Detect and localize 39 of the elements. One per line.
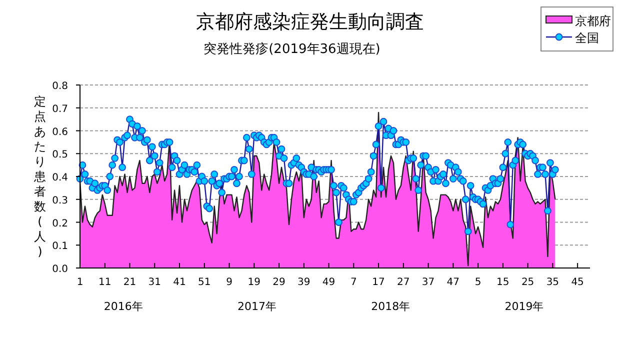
- chart-subtitle: 突発性発疹(2019年36週現在): [204, 42, 380, 57]
- x-tick-label: 37: [422, 277, 435, 288]
- x-tick-label: 49: [322, 277, 336, 288]
- x-tick-label: 51: [198, 277, 211, 288]
- x-tick-label: 21: [123, 277, 136, 288]
- x-tick-label: 35: [546, 277, 560, 288]
- y-tick-label: 0.5: [52, 150, 68, 161]
- x-tick-label: 47: [446, 277, 460, 288]
- text: 2016年: [104, 300, 143, 313]
- x-tick-label: 29: [272, 277, 286, 288]
- text: 2018年: [371, 300, 410, 313]
- y-tick-label: 0.3: [52, 195, 68, 206]
- y-tick-label: 0.2: [52, 218, 68, 230]
- x-tick-label: 19: [248, 277, 261, 288]
- y-tick-label: 0.7: [52, 104, 68, 115]
- y-tick-label: 0.0: [52, 264, 68, 275]
- y-tick-label: 0.6: [52, 126, 68, 138]
- x-tick-label: 7: [350, 277, 357, 288]
- x-tick-label: 9: [226, 277, 232, 288]
- y-tick-label: 0.8: [52, 81, 68, 92]
- legend-label: 全国: [575, 31, 599, 45]
- text: 2019年: [504, 300, 544, 313]
- x-tick-label: 15: [496, 277, 510, 288]
- y-tick-label: 0.1: [52, 241, 68, 252]
- text: 2017年: [237, 300, 276, 313]
- x-tick-label: 39: [298, 277, 310, 288]
- x-tick-label: 41: [173, 277, 186, 288]
- x-tick-label: 45: [571, 277, 584, 288]
- x-tick-label: 27: [397, 277, 410, 288]
- x-tick-label: 1: [76, 277, 84, 288]
- x-tick-label: 17: [372, 277, 385, 288]
- chart-title: 京都府感染症発生動向調査: [196, 11, 424, 33]
- legend-label: 京都府: [575, 14, 611, 28]
- text: 定点あたり患者数(人): [34, 94, 46, 258]
- x-tick-label: 31: [148, 277, 161, 288]
- x-tick-label: 5: [474, 277, 482, 288]
- x-tick-label: 11: [98, 277, 112, 288]
- y-tick-label: 0.4: [52, 172, 68, 184]
- x-tick-label: 25: [521, 277, 534, 288]
